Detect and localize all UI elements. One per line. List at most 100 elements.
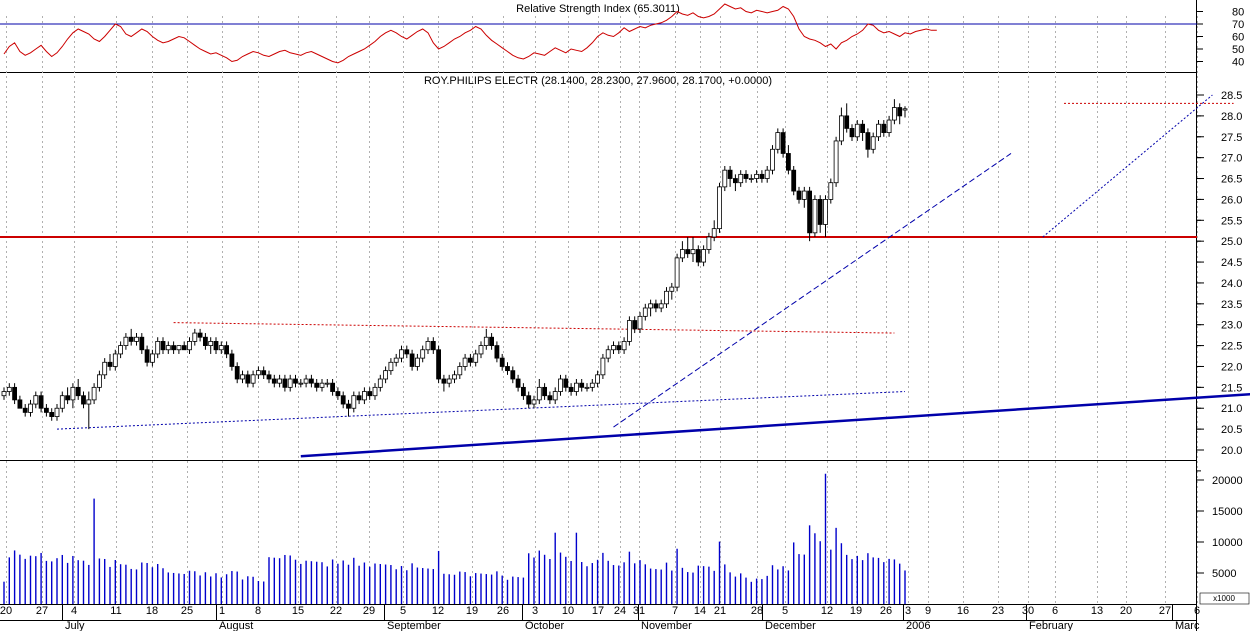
candle-down bbox=[266, 374, 272, 380]
candle-up bbox=[600, 357, 606, 376]
price-tick-label: 24.5 bbox=[1221, 257, 1242, 269]
candle-up bbox=[870, 136, 876, 150]
x-day-label: 29 bbox=[363, 605, 375, 617]
price-tick-label: 26.5 bbox=[1221, 174, 1242, 186]
candle-down bbox=[786, 153, 791, 171]
x-day-label: 26 bbox=[880, 605, 892, 617]
candle-down bbox=[430, 341, 436, 351]
candle-down bbox=[817, 199, 823, 225]
x-day-label: 3 bbox=[532, 605, 538, 617]
price-tick-label: 27.5 bbox=[1221, 132, 1242, 144]
vertical-gridlines bbox=[6, 16, 1198, 604]
candle-down bbox=[224, 345, 230, 355]
candle-up bbox=[414, 357, 420, 367]
resistance-dotted-line bbox=[173, 322, 895, 334]
x-axis: 2027411182518152229512192631017243171421… bbox=[0, 605, 1200, 631]
candle-down bbox=[38, 395, 44, 409]
candle-up bbox=[642, 307, 648, 317]
candle-down bbox=[245, 374, 251, 384]
candle-down bbox=[293, 378, 298, 384]
x-day-label: 27 bbox=[36, 605, 48, 617]
x-day-label: 18 bbox=[146, 605, 158, 617]
candle-up bbox=[134, 336, 139, 342]
candle-up bbox=[176, 345, 182, 351]
candle-down bbox=[685, 249, 691, 255]
candle-up bbox=[54, 407, 60, 417]
x-month-label: February bbox=[1029, 620, 1074, 631]
price-title: ROY.PHILIPS ELECTR (28.1400, 28.2300, 27… bbox=[424, 75, 772, 87]
candle-up bbox=[902, 108, 908, 111]
candle-up bbox=[86, 399, 92, 405]
candle-down bbox=[234, 366, 240, 380]
candle-down bbox=[653, 303, 659, 309]
candle-down bbox=[81, 395, 86, 405]
rsi-tick-label: 80 bbox=[1232, 7, 1244, 19]
x-month-label: October bbox=[525, 620, 564, 631]
candle-down bbox=[616, 345, 622, 351]
x-month-label: August bbox=[219, 620, 253, 631]
candle-up bbox=[1, 391, 7, 397]
candle-up bbox=[277, 378, 283, 384]
candle-down bbox=[346, 403, 351, 409]
candle-up bbox=[319, 382, 325, 388]
x-day-label: 11 bbox=[110, 605, 121, 617]
candle-down bbox=[436, 349, 442, 380]
x-day-label: 27 bbox=[1159, 605, 1171, 617]
candle-up bbox=[637, 315, 643, 330]
candle-up bbox=[446, 378, 452, 384]
candle-up bbox=[218, 345, 224, 351]
candle-up bbox=[701, 249, 706, 263]
candle-up bbox=[823, 199, 828, 225]
candle-up bbox=[324, 382, 330, 385]
candle-up bbox=[462, 357, 468, 367]
candle-down bbox=[197, 332, 203, 338]
x-day-label: 20 bbox=[0, 605, 12, 617]
candle-up bbox=[28, 403, 33, 413]
candle-down bbox=[107, 361, 113, 367]
candle-down bbox=[160, 341, 166, 351]
candle-up bbox=[754, 173, 759, 179]
candle-up bbox=[748, 178, 754, 180]
volume-tick-label: 5000 bbox=[1212, 568, 1236, 580]
candle-up bbox=[801, 190, 807, 200]
candle-down bbox=[505, 366, 510, 372]
candle-down bbox=[780, 132, 786, 154]
x-day-label: 3 bbox=[905, 605, 911, 617]
price-tick-label: 22.5 bbox=[1221, 341, 1242, 353]
candle-down bbox=[849, 128, 855, 138]
x-day-label: 4 bbox=[71, 605, 77, 617]
candle-up bbox=[717, 186, 722, 230]
candle-up bbox=[372, 386, 378, 397]
x-month-label: December bbox=[765, 620, 816, 631]
price-tick-label: 21.5 bbox=[1221, 382, 1242, 394]
candlesticks bbox=[1, 99, 908, 430]
candle-up bbox=[298, 382, 304, 385]
candle-up bbox=[483, 336, 489, 346]
candle-down bbox=[727, 169, 733, 179]
candle-up bbox=[123, 336, 129, 346]
candle-down bbox=[796, 190, 802, 200]
x-day-label: 23 bbox=[992, 605, 1004, 617]
candle-up bbox=[812, 199, 818, 234]
candle-down bbox=[521, 386, 526, 397]
candle-up bbox=[452, 374, 457, 380]
candle-down bbox=[510, 370, 516, 380]
candle-up bbox=[192, 332, 198, 342]
x-day-label: 13 bbox=[1091, 605, 1103, 617]
candle-up bbox=[6, 386, 12, 392]
candle-up bbox=[361, 391, 367, 401]
candle-up bbox=[70, 386, 76, 401]
candle-up bbox=[457, 366, 463, 376]
candle-down bbox=[759, 173, 765, 179]
candle-up bbox=[165, 345, 171, 351]
candle-up bbox=[536, 386, 542, 401]
candle-up bbox=[690, 249, 696, 255]
candle-up bbox=[886, 119, 892, 133]
candle-up bbox=[473, 353, 479, 363]
x-day-label: 10 bbox=[562, 605, 574, 617]
x-day-label: 6 bbox=[1194, 605, 1200, 617]
candle-down bbox=[314, 382, 320, 388]
candle-down bbox=[282, 378, 288, 388]
candle-up bbox=[287, 378, 293, 388]
x-day-label: 5 bbox=[400, 605, 406, 617]
